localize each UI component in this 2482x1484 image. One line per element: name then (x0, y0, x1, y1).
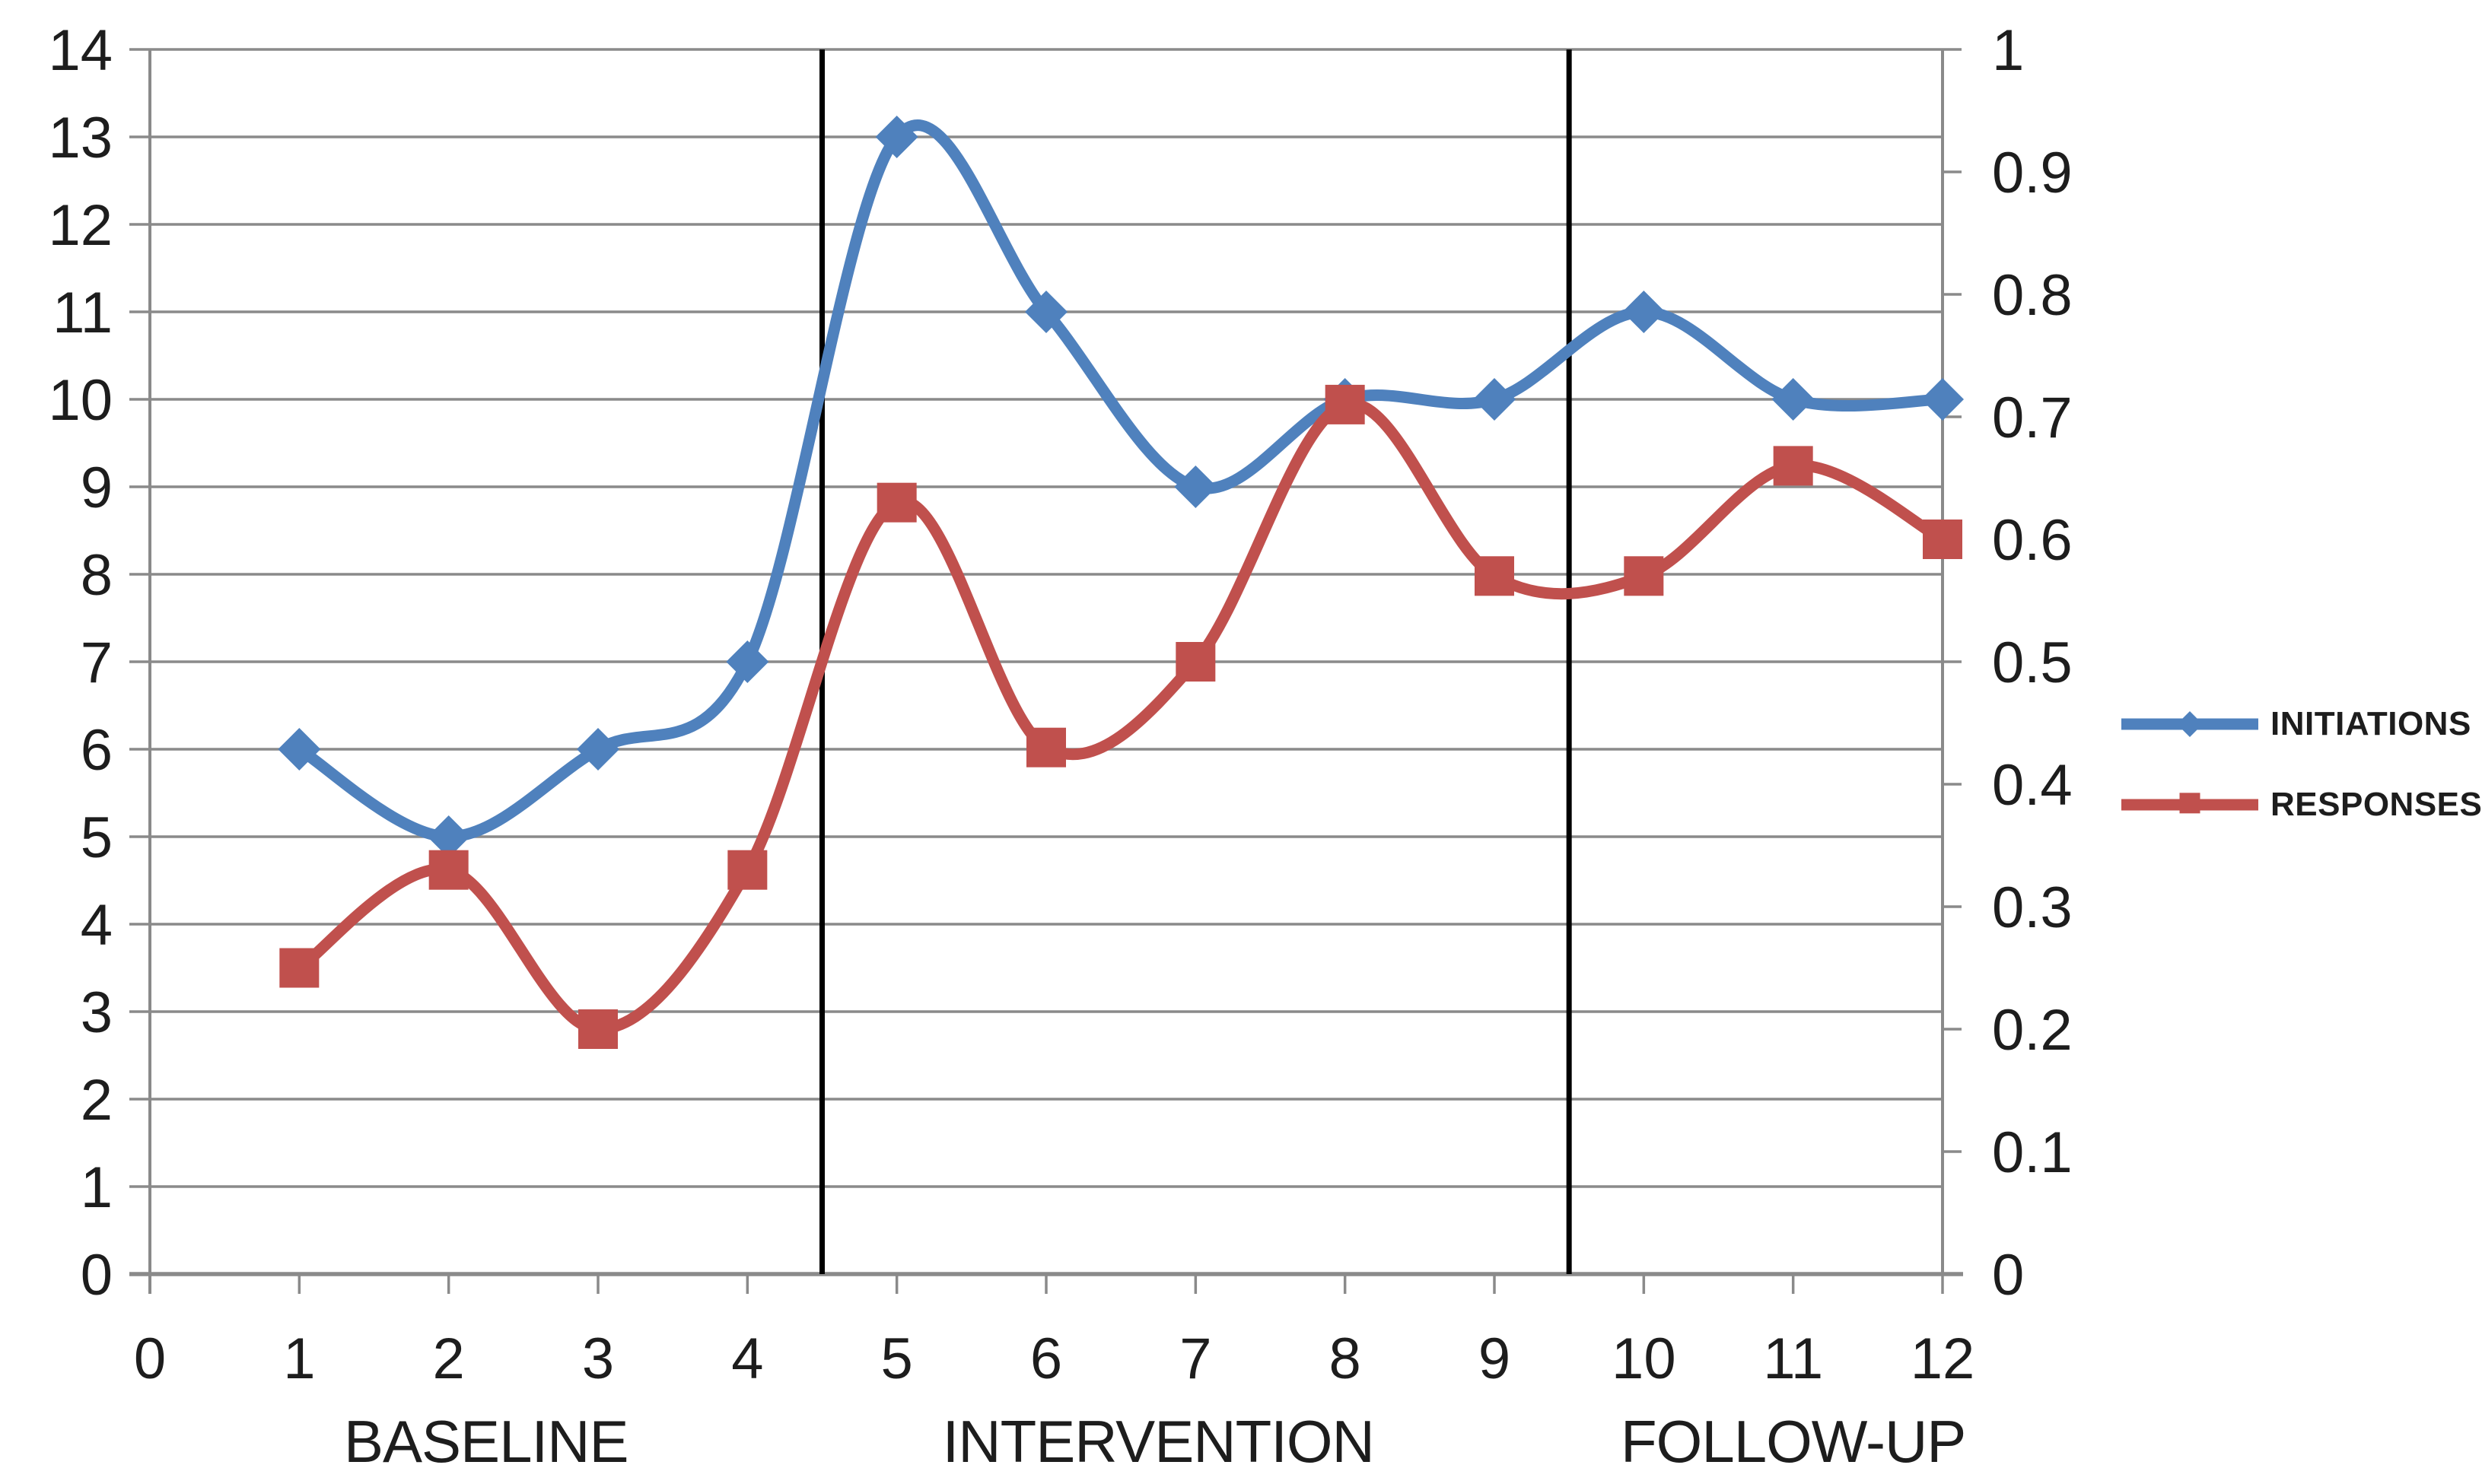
x-axis-tick-label: 5 (881, 1327, 913, 1391)
initiations-marker (278, 728, 321, 771)
initiations-marker (1771, 378, 1815, 421)
responses-marker (727, 850, 768, 890)
x-axis-tick-label: 8 (1329, 1327, 1361, 1391)
initiations-marker (1025, 291, 1068, 333)
initiations-marker (1473, 378, 1516, 421)
right-y-axis-tick-label: 0.7 (1992, 386, 2073, 450)
left-y-axis-tick-label: 10 (48, 368, 113, 433)
left-y-axis-tick-label: 7 (81, 631, 113, 695)
legend-label-initiations: INITIATIONS (2270, 705, 2471, 742)
responses-marker (578, 1009, 618, 1049)
right-y-axis-tick-label: 0.8 (1992, 263, 2073, 328)
responses-square-icon (2179, 793, 2200, 814)
right-y-axis-tick-label: 0.9 (1992, 141, 2073, 205)
left-y-axis-tick-label: 5 (81, 806, 113, 870)
initiations-marker (577, 728, 619, 771)
left-y-axis-tick-label: 4 (81, 893, 113, 958)
initiations-marker (875, 116, 918, 158)
responses-marker (428, 850, 469, 890)
x-axis-tick-label: 4 (731, 1327, 763, 1391)
left-y-axis-tick-label: 13 (48, 106, 113, 170)
initiations-marker (1622, 291, 1666, 333)
x-axis-tick-label: 3 (582, 1327, 614, 1391)
right-y-axis-tick-label: 0.3 (1992, 875, 2073, 940)
responses-marker (1325, 384, 1365, 424)
left-y-axis-tick-label: 11 (53, 281, 113, 345)
responses-marker (1026, 727, 1066, 767)
left-y-axis-tick-label: 6 (81, 718, 113, 783)
right-y-axis-tick-label: 0.5 (1992, 631, 2073, 695)
responses-line (293, 398, 1949, 1035)
left-y-axis-tick-label: 0 (81, 1243, 113, 1308)
x-axis-tick-label: 1 (283, 1327, 315, 1391)
responses-marker (1475, 556, 1514, 596)
left-y-axis-tick-label: 2 (81, 1068, 113, 1133)
left-y-axis-tick-label: 1 (81, 1155, 113, 1220)
responses-marker (1773, 446, 1813, 486)
right-y-axis-tick-label: 1 (1992, 18, 2024, 83)
responses-marker (1624, 556, 1664, 596)
responses-marker (279, 948, 320, 988)
x-axis-tick-label: 0 (134, 1327, 166, 1391)
right-y-axis-tick-label: 0.6 (1992, 508, 2073, 573)
initiations-marker (1921, 378, 1964, 421)
left-y-axis-tick-label: 9 (81, 456, 113, 520)
x-axis-tick-label: 9 (1478, 1327, 1510, 1391)
x-axis-tick-label: 10 (1612, 1327, 1676, 1391)
x-axis-tick-label: 12 (1911, 1327, 1975, 1391)
initiations-marker (427, 815, 470, 858)
right-y-axis-tick-label: 0.4 (1992, 753, 2073, 818)
responses-marker (877, 482, 917, 523)
initiations-marker (1174, 466, 1217, 508)
x-axis-tick-label: 2 (433, 1327, 465, 1391)
phase-label-intervention: INTERVENTION (943, 1408, 1374, 1475)
phase-label-baseline: BASELINE (344, 1408, 628, 1475)
phase-label-follow-up: FOLLOW-UP (1621, 1408, 1965, 1475)
left-y-axis-tick-label: 8 (81, 543, 113, 608)
x-axis-tick-label: 11 (1763, 1327, 1823, 1391)
left-y-axis-tick-label: 14 (48, 18, 113, 83)
initiations-legend-swatch (2121, 709, 2258, 739)
responses-marker (1923, 520, 1962, 559)
responses-marker (1176, 642, 1216, 682)
legend-label-responses: RESPONSES (2270, 786, 2482, 823)
x-axis-tick-label: 6 (1030, 1327, 1062, 1391)
legend-item-responses: RESPONSES (2121, 777, 2482, 832)
chart-legend: INITIATIONS RESPONSES (2121, 697, 2482, 832)
right-y-axis-tick-label: 0 (1992, 1243, 2024, 1308)
left-y-axis-tick-label: 12 (48, 193, 113, 258)
x-axis-tick-label: 7 (1179, 1327, 1211, 1391)
right-y-axis-tick-label: 0.1 (1992, 1120, 2073, 1185)
initiations-diamond-icon (2177, 711, 2203, 737)
legend-item-initiations: INITIATIONS (2121, 697, 2482, 752)
right-y-axis-tick-label: 0.2 (1992, 998, 2073, 1063)
responses-legend-swatch (2121, 790, 2258, 820)
left-y-axis-tick-label: 3 (81, 980, 113, 1045)
initiations-marker (726, 640, 769, 683)
